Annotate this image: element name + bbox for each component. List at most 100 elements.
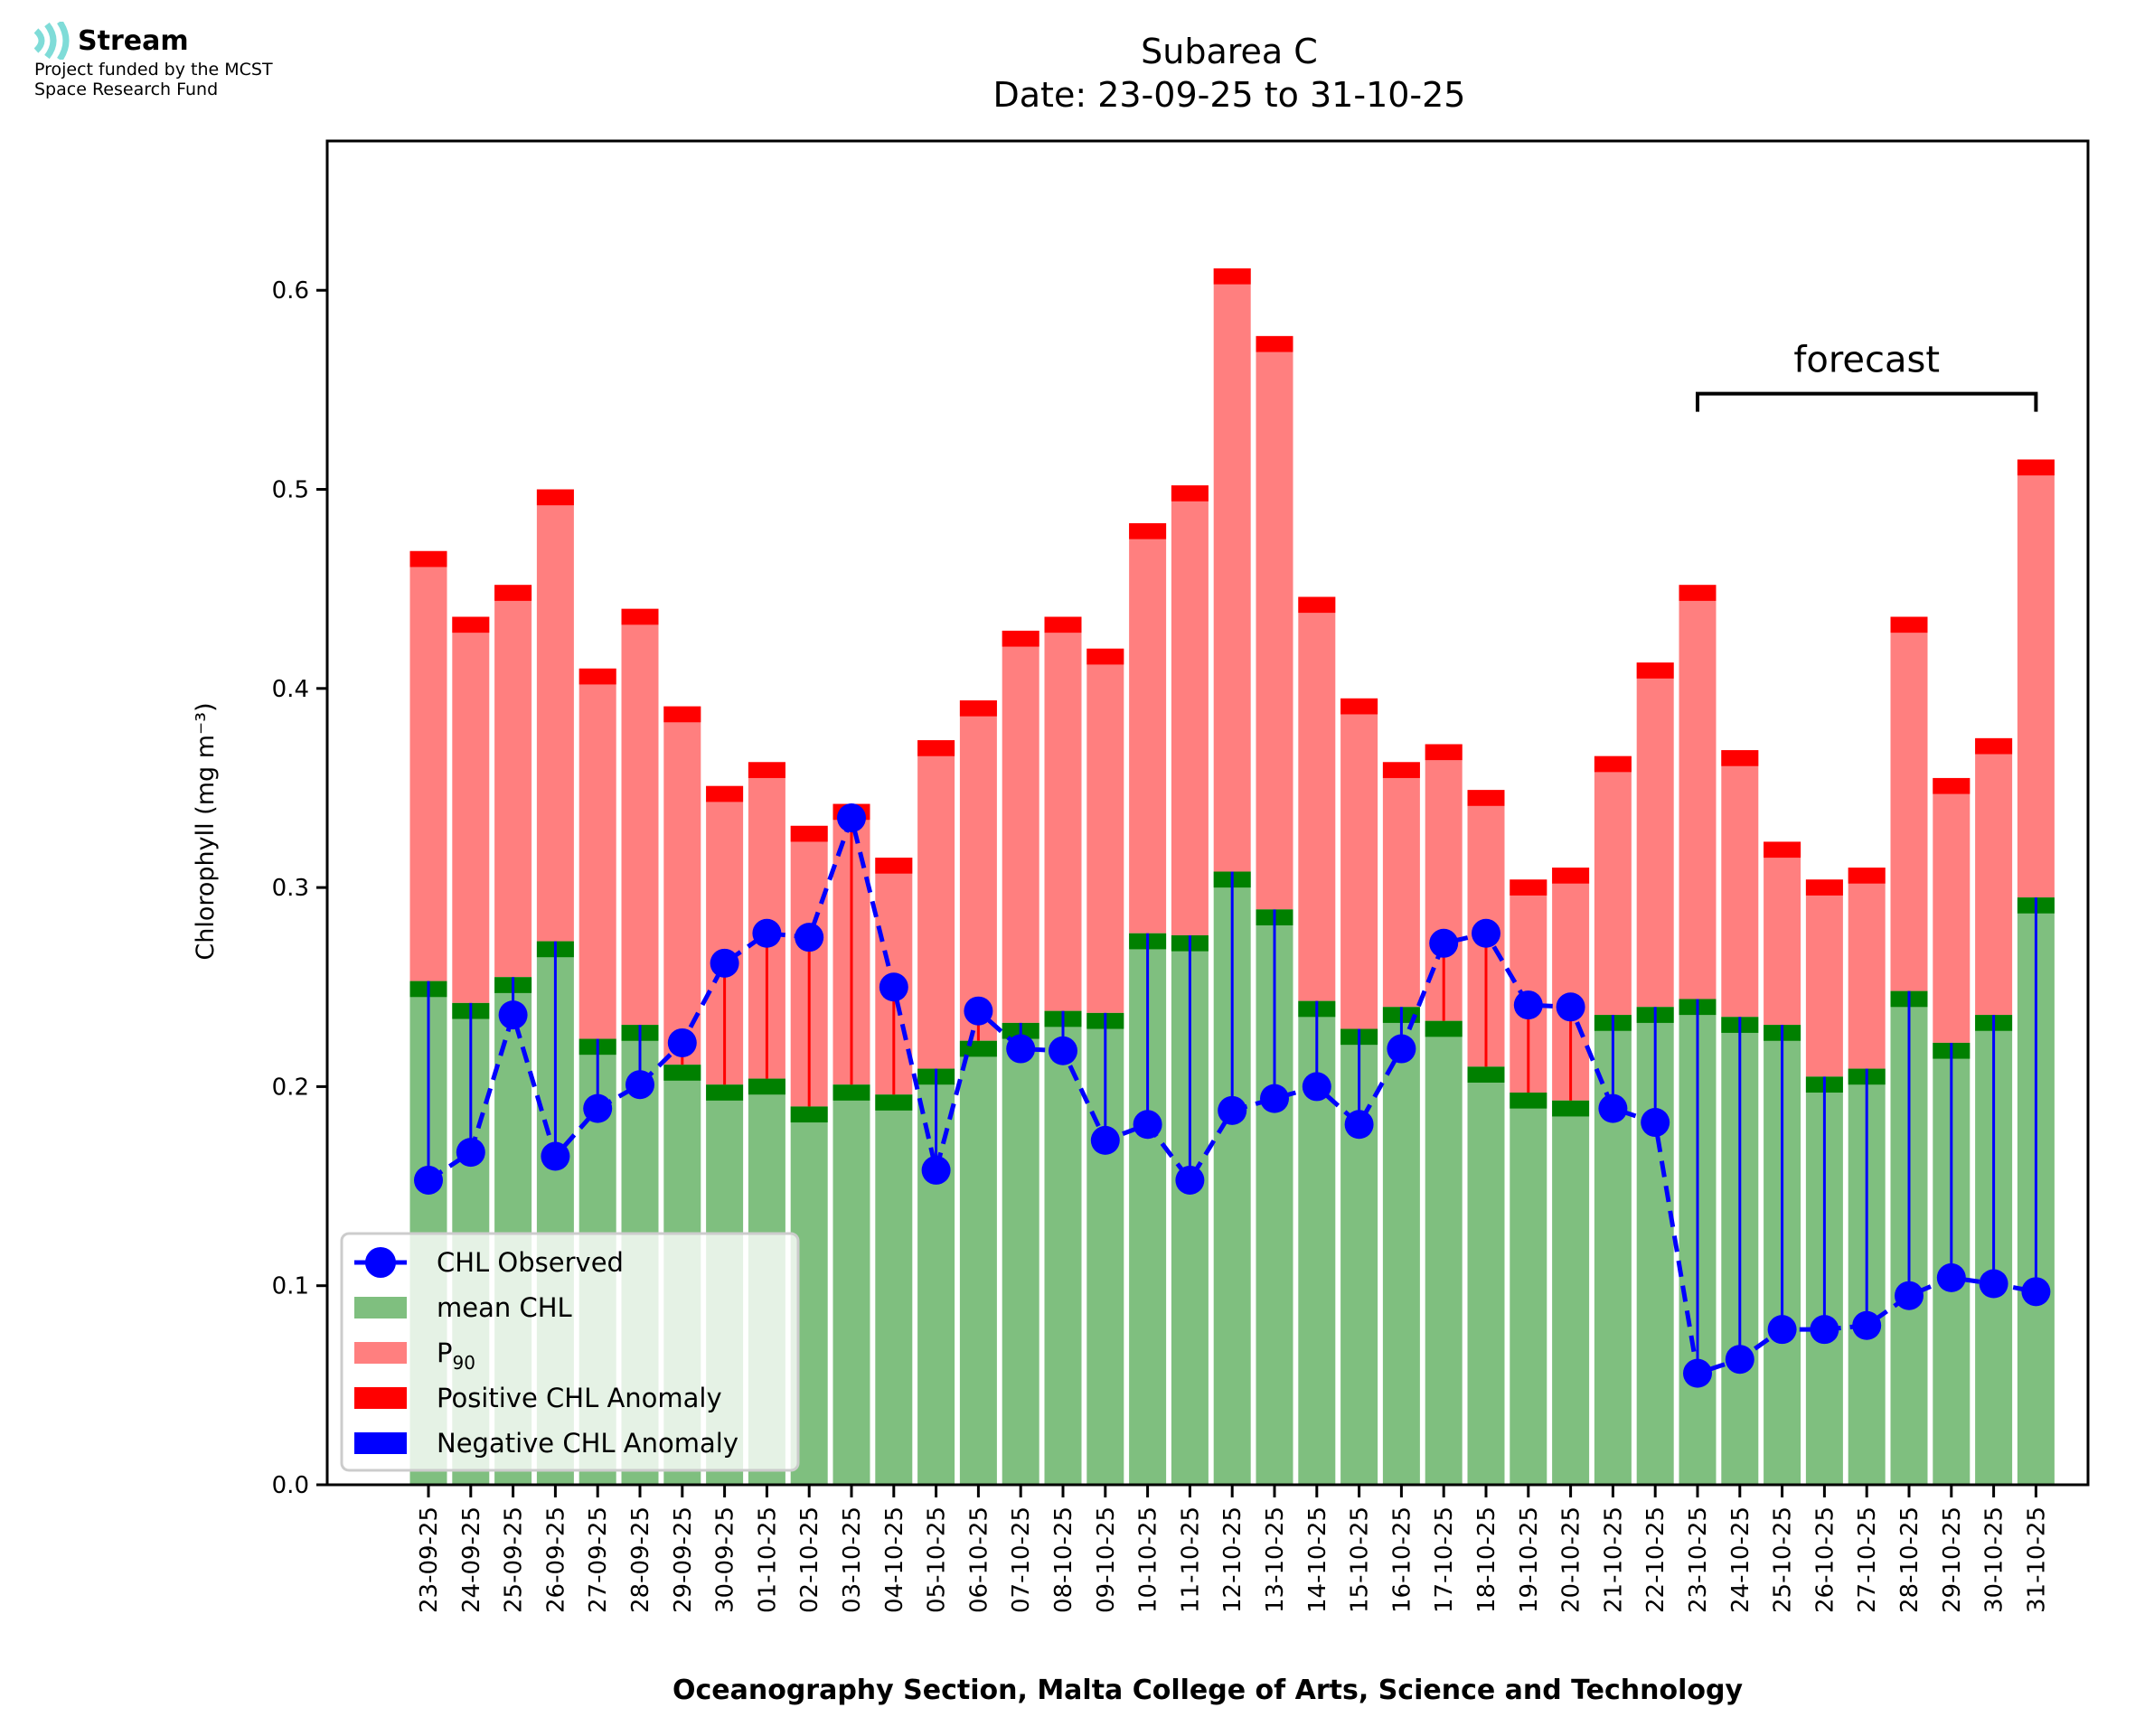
p90-bar xyxy=(452,616,490,1003)
p90-band xyxy=(621,608,659,625)
legend-label: Negative CHL Anomaly xyxy=(437,1428,738,1459)
p90-bar xyxy=(1256,335,1293,910)
p90-band xyxy=(1594,755,1632,773)
p90-band xyxy=(1764,841,1801,859)
p90-band xyxy=(1382,762,1420,778)
x-tick-label: 16-10-25 xyxy=(1388,1506,1416,1613)
logo-funding-line-1: Project funded by the MCST xyxy=(34,60,273,80)
observed-point xyxy=(1006,1034,1036,1064)
p90-bar xyxy=(621,608,659,1026)
y-tick-label: 0.0 xyxy=(272,1472,309,1499)
legend-label: mean CHL xyxy=(437,1292,572,1323)
p90-band xyxy=(1171,485,1209,502)
x-tick-label: 23-10-25 xyxy=(1685,1506,1712,1613)
legend-swatch-icon xyxy=(354,1387,407,1409)
p90-bar xyxy=(2017,459,2055,898)
p90-bar xyxy=(409,550,447,981)
mean-bar xyxy=(832,1084,870,1485)
p90-bar xyxy=(1679,585,1717,999)
x-tick-label: 03-10-25 xyxy=(839,1506,866,1613)
x-tick-label: 25-10-25 xyxy=(1770,1506,1797,1613)
mean-band xyxy=(1510,1093,1547,1109)
observed-point xyxy=(667,1028,697,1057)
observed-point xyxy=(837,803,866,833)
observed-point xyxy=(1260,1084,1289,1113)
p90-band xyxy=(1298,596,1336,614)
y-tick-label: 0.6 xyxy=(272,277,309,305)
legend-box xyxy=(340,1232,800,1472)
forecast-label: forecast xyxy=(1793,340,1940,381)
observed-point xyxy=(1598,1093,1628,1123)
p90-bar xyxy=(1805,879,1843,1077)
observed-point xyxy=(1513,990,1543,1020)
p90-bar xyxy=(1086,648,1124,1013)
p90-band xyxy=(452,616,490,633)
p90-band xyxy=(409,550,447,568)
x-tick-label: 28-10-25 xyxy=(1896,1506,1924,1613)
p90-bar xyxy=(536,489,574,942)
observed-point xyxy=(752,918,782,948)
observed-point xyxy=(1090,1125,1120,1155)
p90-band xyxy=(706,785,744,802)
observed-point xyxy=(1810,1315,1839,1345)
p90-band xyxy=(663,706,701,723)
x-tick-label: 26-09-25 xyxy=(542,1506,569,1613)
p90-band xyxy=(2017,459,2055,476)
observed-point xyxy=(1556,992,1585,1022)
observed-point xyxy=(498,1000,528,1030)
mean-bar xyxy=(1552,1100,1590,1485)
p90-bar xyxy=(1382,762,1420,1008)
p90-bar xyxy=(1171,485,1209,935)
p90-bar xyxy=(1721,750,1759,1018)
observed-point xyxy=(1767,1315,1797,1345)
mean-band xyxy=(832,1084,870,1101)
x-tick-label: 02-10-25 xyxy=(796,1506,823,1613)
x-tick-label: 05-10-25 xyxy=(924,1506,951,1613)
x-tick-label: 08-10-25 xyxy=(1050,1506,1077,1613)
forecast-bracket xyxy=(1696,391,2038,412)
x-tick-label: 29-10-25 xyxy=(1939,1506,1966,1613)
observed-point xyxy=(1302,1072,1331,1102)
observed-point xyxy=(1344,1110,1374,1140)
observed-point xyxy=(1472,918,1500,948)
observed-point xyxy=(1218,1095,1247,1125)
observed-point xyxy=(1175,1165,1205,1195)
observed-point xyxy=(964,996,993,1026)
y-tick-label: 0.5 xyxy=(272,477,309,504)
logo-name: Stream xyxy=(78,24,189,57)
mean-bar xyxy=(1002,1022,1039,1485)
observed-point xyxy=(414,1165,443,1195)
p90-band xyxy=(1044,616,1082,633)
p90-band xyxy=(1467,790,1505,806)
x-axis-label: Oceanography Section, Malta College of A… xyxy=(673,1675,1744,1706)
mean-band xyxy=(663,1065,701,1081)
mean-band xyxy=(1552,1100,1590,1117)
mean-band xyxy=(875,1094,913,1111)
p90-bar xyxy=(1933,777,1971,1043)
p90-bar xyxy=(1636,662,1674,1008)
mean-bar xyxy=(1382,1007,1420,1485)
p90-band xyxy=(1129,522,1167,540)
x-axis: 23-09-25 24-09-25 25-09-25 26-09-25 27-09-25… xyxy=(416,1485,2050,1613)
x-tick-label: 31-10-25 xyxy=(2023,1506,2050,1613)
x-tick-label: 30-10-25 xyxy=(1981,1506,2008,1613)
x-tick-label: 21-10-25 xyxy=(1600,1506,1627,1613)
x-tick-label: 23-09-25 xyxy=(416,1506,443,1613)
x-tick-label: 18-10-25 xyxy=(1473,1506,1500,1613)
p90-bar xyxy=(1594,755,1632,1016)
x-tick-label: 06-10-25 xyxy=(965,1506,992,1613)
p90-band xyxy=(1848,868,1886,884)
observed-point xyxy=(1429,928,1459,958)
y-axis-label: Chlorophyll (mg m⁻³) xyxy=(192,702,220,960)
x-tick-label: 19-10-25 xyxy=(1516,1506,1543,1613)
x-tick-label: 10-10-25 xyxy=(1135,1506,1162,1613)
x-tick-label: 17-10-25 xyxy=(1431,1506,1458,1613)
p90-band xyxy=(1890,616,1928,633)
p90-band xyxy=(748,762,785,778)
observed-point xyxy=(1641,1108,1670,1138)
x-tick-label: 14-10-25 xyxy=(1304,1506,1331,1613)
mean-bar xyxy=(875,1094,913,1485)
mean-bar xyxy=(1510,1093,1547,1485)
x-tick-label: 24-09-25 xyxy=(458,1506,485,1613)
